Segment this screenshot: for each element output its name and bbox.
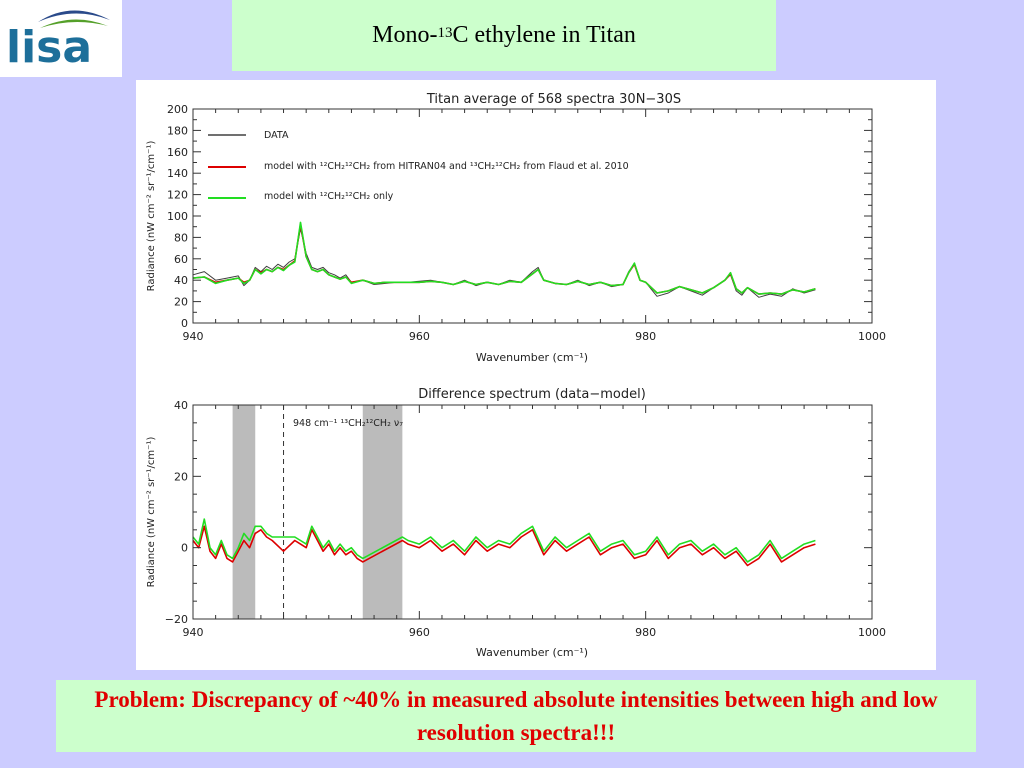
top-y-tick-label: 60 [174,253,188,266]
problem-statement: Problem: Discrepancy of ~40% in measured… [56,680,976,752]
legend-label-data: DATA [264,130,289,141]
top-x-label: Wavenumber (cm⁻¹) [476,351,588,364]
lisa-logo: lisa [0,0,122,77]
top-y-tick-label: 140 [167,167,188,180]
top-x-tick-label: 940 [183,330,204,343]
top-y-tick-label: 120 [167,189,188,202]
bottom-annotation: 948 cm⁻¹ ¹³CH₂¹²CH₂ ν₇ [293,418,403,429]
bottom-chart: Difference spectrum (data−model) 940 960 9… [146,387,886,659]
bottom-x-tick-label: 980 [635,626,656,639]
problem-text: Problem: Discrepancy of ~40% in measured… [94,687,938,745]
bottom-y-tick-label: 20 [174,470,188,483]
top-y-tick-label: 180 [167,124,188,137]
spectra-figure: Titan average of 568 spectra 30N−30S 940… [146,92,886,659]
top-y-tick-label: 80 [174,231,188,244]
top-chart: Titan average of 568 spectra 30N−30S 940… [146,92,886,364]
top-y-tick-label: 0 [181,317,188,330]
slide-title: Mono- 13 C ethylene in Titan [232,0,776,71]
title-suffix: C ethylene in Titan [452,22,636,48]
top-chart-title: Titan average of 568 spectra 30N−30S [426,92,681,107]
top-y-label: Radiance (nW cm⁻² sr⁻¹/cm⁻¹) [146,141,157,292]
bottom-x-tick-label: 1000 [858,626,886,639]
figure-panel: Titan average of 568 spectra 30N−30S 940… [136,80,936,670]
logo-swoosh-blue [38,10,110,22]
bottom-series-model-full-residual [192,525,816,567]
legend-label-model-main: model with ¹²CH₂¹²CH₂ only [264,191,394,202]
bottom-shaded-band-0 [232,405,256,619]
top-x-tick-label: 960 [409,330,430,343]
top-x-tick-label: 1000 [858,330,886,343]
bottom-x-tick-label: 960 [409,626,430,639]
bottom-y-tick-label: 40 [174,399,188,412]
top-series-data [192,228,816,298]
title-prefix: Mono- [372,22,438,48]
top-plot-frame [192,108,873,324]
logo-swoosh-green [40,19,108,28]
bottom-chart-title: Difference spectrum (data−model) [418,387,646,402]
legend-label-model-full: model with ¹²CH₂¹²CH₂ from HITRAN04 and … [264,161,629,172]
bottom-series-model-main-residual [192,518,816,563]
bottom-y-tick-label: −20 [165,613,188,626]
title-superscript: 13 [437,25,453,41]
top-y-tick-label: 200 [167,103,188,116]
bottom-y-label: Radiance (nW cm⁻² sr⁻¹/cm⁻¹) [146,437,157,588]
bottom-y-tick-label: 0 [181,542,188,555]
top-x-tick-label: 980 [635,330,656,343]
bottom-x-tick-label: 940 [183,626,204,639]
top-y-tick-label: 20 [174,296,188,309]
bottom-shaded-band-1 [362,405,403,619]
top-legend: DATA model with ¹²CH₂¹²CH₂ from HITRAN04… [208,130,629,202]
top-y-tick-label: 40 [174,274,188,287]
top-y-tick-label: 160 [167,146,188,159]
logo-text: lisa [6,22,92,73]
bottom-plot-frame [192,404,873,620]
top-series-model-main [192,221,816,295]
bottom-x-label: Wavenumber (cm⁻¹) [476,646,588,659]
top-y-tick-label: 100 [167,210,188,223]
